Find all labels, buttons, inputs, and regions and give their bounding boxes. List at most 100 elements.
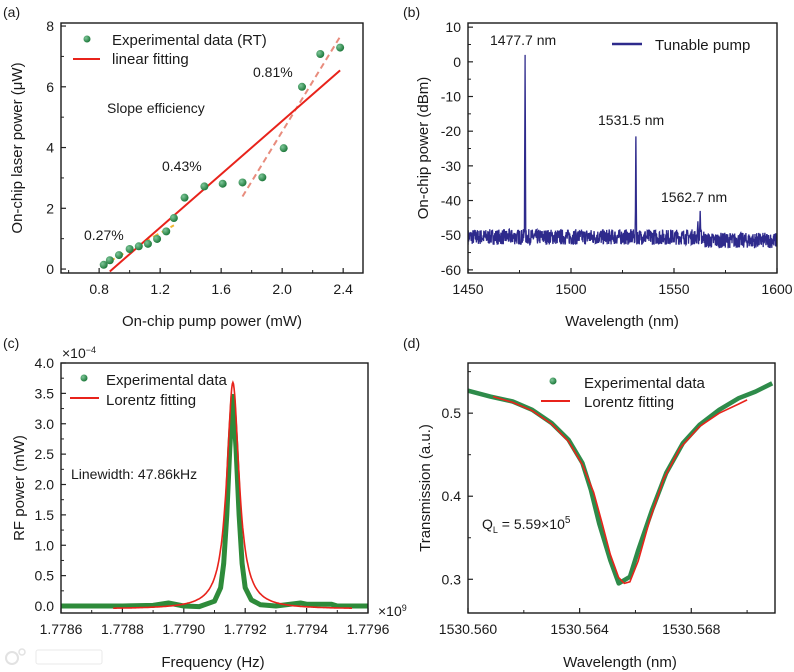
watermark-logo [5,648,103,665]
y-tick-label: 3.0 [35,416,55,432]
lorentz-fit-line [113,380,352,610]
y-tick-label: 2 [46,200,54,216]
slope-label-low: 0.27% [84,227,124,243]
x-axis: 1.7786 1.7788 1.7790 1.7792 1.7794 1.7796 [40,608,390,637]
y-axis: -60 -50 -40 -30 -20 -10 0 10 [441,19,473,278]
q-value: = 5.59×10 [498,516,565,532]
x-multiplier-base: ×10 [378,603,402,619]
data-point [169,214,178,223]
panel-a: (a) 0.8 1.2 1.6 2.0 2.4 0 2 4 6 8 On-chip pump powe… [3,4,364,330]
x-tick-label: 1.2 [150,281,170,297]
y-axis-title: RF power (mW) [11,435,28,541]
legend: Tunable pump [612,37,750,54]
y-tick-label: 2.5 [35,446,55,462]
q-subscript: L [493,525,498,535]
x-tick-label: 1530.568 [662,621,721,637]
y-tick-label: 1.0 [35,537,55,553]
x-multiplier: ×109 [378,603,407,619]
data-point [297,82,306,91]
spectrum-line [468,54,777,249]
y-tick-label: 0.5 [35,568,55,584]
y-multiplier: ×10−4 [62,345,96,361]
y-tick-label: 8 [46,18,54,34]
data-point [114,251,123,260]
y-tick-label: 2.0 [35,477,55,493]
x-tick-label: 0.8 [89,281,109,297]
y-axis: 0.3 0.4 0.5 [442,371,473,587]
x-tick-label: 1530.560 [439,621,498,637]
panel-label: (b) [403,4,420,20]
data-point [162,227,171,236]
legend: Experimental data (RT) linear fitting [73,32,267,68]
y-tick-label: -50 [441,227,461,243]
peak-label: 1562.7 nm [661,189,727,205]
plot-frame [60,22,364,274]
x-axis: 0.8 1.2 1.6 2.0 2.4 [68,268,353,297]
data-point [200,182,209,191]
y-multiplier-exp: −4 [86,345,96,355]
panel-label: (a) [3,4,20,20]
y-tick-label: 4 [46,140,54,156]
y-axis-title: Transmission (a.u.) [417,424,434,552]
y-tick-label: 0 [453,54,461,70]
y-multiplier-base: ×10 [62,345,86,361]
panel-b: (b) 1450 1500 1550 1600 -60 -50 -40 -30 -20 -10 0 10… [403,4,793,330]
y-tick-label: 0 [46,261,54,277]
x-axis: 1450 1500 1550 1600 [452,268,793,297]
data-point [134,242,143,251]
y-tick-label: 1.5 [35,507,55,523]
panel-label: (d) [403,335,420,351]
x-tick-label: 1.7790 [162,621,205,637]
legend-label: Experimental data [584,375,706,392]
legend-label: Lorentz fitting [106,392,196,409]
data-point [153,234,162,243]
x-tick-label: 1.7796 [347,621,390,637]
y-tick-label: -10 [441,89,461,105]
experimental-data-line [468,381,774,586]
y-tick-label: 3.5 [35,385,55,401]
x-axis-title: On-chip pump power (mW) [122,313,302,330]
plot-area [468,381,774,586]
data-point [316,49,325,58]
x-tick-label: 1550 [658,281,689,297]
data-point [180,193,189,202]
plot-frame [467,362,776,614]
plot-area [99,36,345,273]
x-axis-title: Wavelength (nm) [563,654,677,671]
data-point [99,260,108,269]
data-point [258,173,267,182]
y-tick-label: 10 [445,19,461,35]
legend-marker-scatter [83,35,91,43]
legend-label: linear fitting [112,51,189,68]
q-exponent: 5 [565,515,571,526]
slope-label-main: 0.43% [162,158,202,174]
x-tick-label: 1.6 [211,281,231,297]
data-point [143,239,152,248]
linewidth-annotation: Linewidth: 47.86kHz [71,466,197,482]
x-axis-title: Wavelength (nm) [565,313,679,330]
slope-efficiency-title: Slope efficiency [107,100,205,116]
legend-label: Tunable pump [655,37,750,54]
y-tick-label: -40 [441,193,461,209]
x-tick-label: 1.7794 [285,621,328,637]
y-axis-title: On-chip power (dBm) [415,77,432,220]
legend-label: Experimental data (RT) [112,32,267,49]
plot-area [61,380,368,610]
legend: Experimental data Lorentz fitting [541,375,706,411]
y-tick-label: 0.5 [442,405,462,421]
x-multiplier-exp: 9 [402,603,407,613]
y-tick-label: 6 [46,79,54,95]
q-symbol: Q [482,516,493,532]
panel-c: (c) 1.7786 1.7788 1.7790 1.7792 1.7794 1.7796 0… [3,335,407,671]
panel-label: (c) [3,335,19,351]
x-axis-title: Frequency (Hz) [161,654,264,671]
legend-label: Lorentz fitting [584,394,674,411]
y-tick-label: -30 [441,158,461,174]
x-axis: 1530.560 1530.564 1530.568 [439,608,748,637]
plot-area [468,54,777,249]
x-tick-label: 1500 [555,281,586,297]
data-point [125,245,134,254]
legend: Experimental data Lorentz fitting [70,372,228,409]
y-tick-label: -20 [441,123,461,139]
y-tick-label: -60 [441,262,461,278]
